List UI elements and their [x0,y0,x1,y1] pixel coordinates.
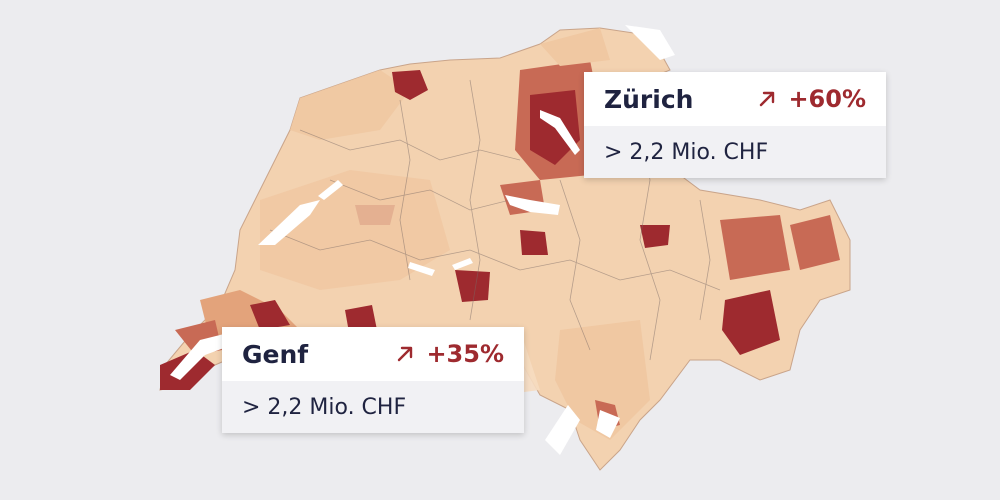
lake-zurich [540,110,580,155]
lake-biel [318,180,343,200]
callout-zurich-change: +60% [788,85,866,113]
region-basel [392,70,428,100]
callout-genf-header: Genf +35% [222,327,524,381]
callout-zurich-city: Zürich [604,84,694,114]
region-schaffhausen [540,28,610,66]
region-ticino [555,320,650,440]
lake-neuchatel [258,200,320,245]
callout-zurich-change-group: +60% [756,85,866,113]
region-bern [260,170,450,290]
region-central [520,230,548,255]
lake-lucerne [505,195,560,215]
arrow-up-right-icon [760,91,775,107]
callout-genf-change-group: +35% [394,340,504,368]
lake-brienz [452,258,473,270]
callout-genf: Genf +35% > 2,2 Mio. CHF [222,327,524,433]
region-jura [290,70,410,140]
region-glarus [640,225,670,248]
region-graubuenden-west [720,215,790,280]
region-oberland [455,270,490,302]
lake-constance [625,25,675,60]
region-lausanne [250,300,290,330]
callout-genf-value: > 2,2 Mio. CHF [222,381,524,433]
region-engadin [722,290,780,355]
callout-genf-change: +35% [426,340,504,368]
lake-thun [408,262,435,276]
callout-zurich: Zürich +60% > 2,2 Mio. CHF [584,72,886,178]
lake-maggiore [545,405,580,455]
callout-genf-city: Genf [242,339,309,369]
region-graubuenden-east [790,215,840,270]
arrow-up-right-icon [398,346,413,362]
callout-zurich-header: Zürich +60% [584,72,886,126]
callout-zurich-value: > 2,2 Mio. CHF [584,126,886,178]
lake-lugano [596,410,620,438]
